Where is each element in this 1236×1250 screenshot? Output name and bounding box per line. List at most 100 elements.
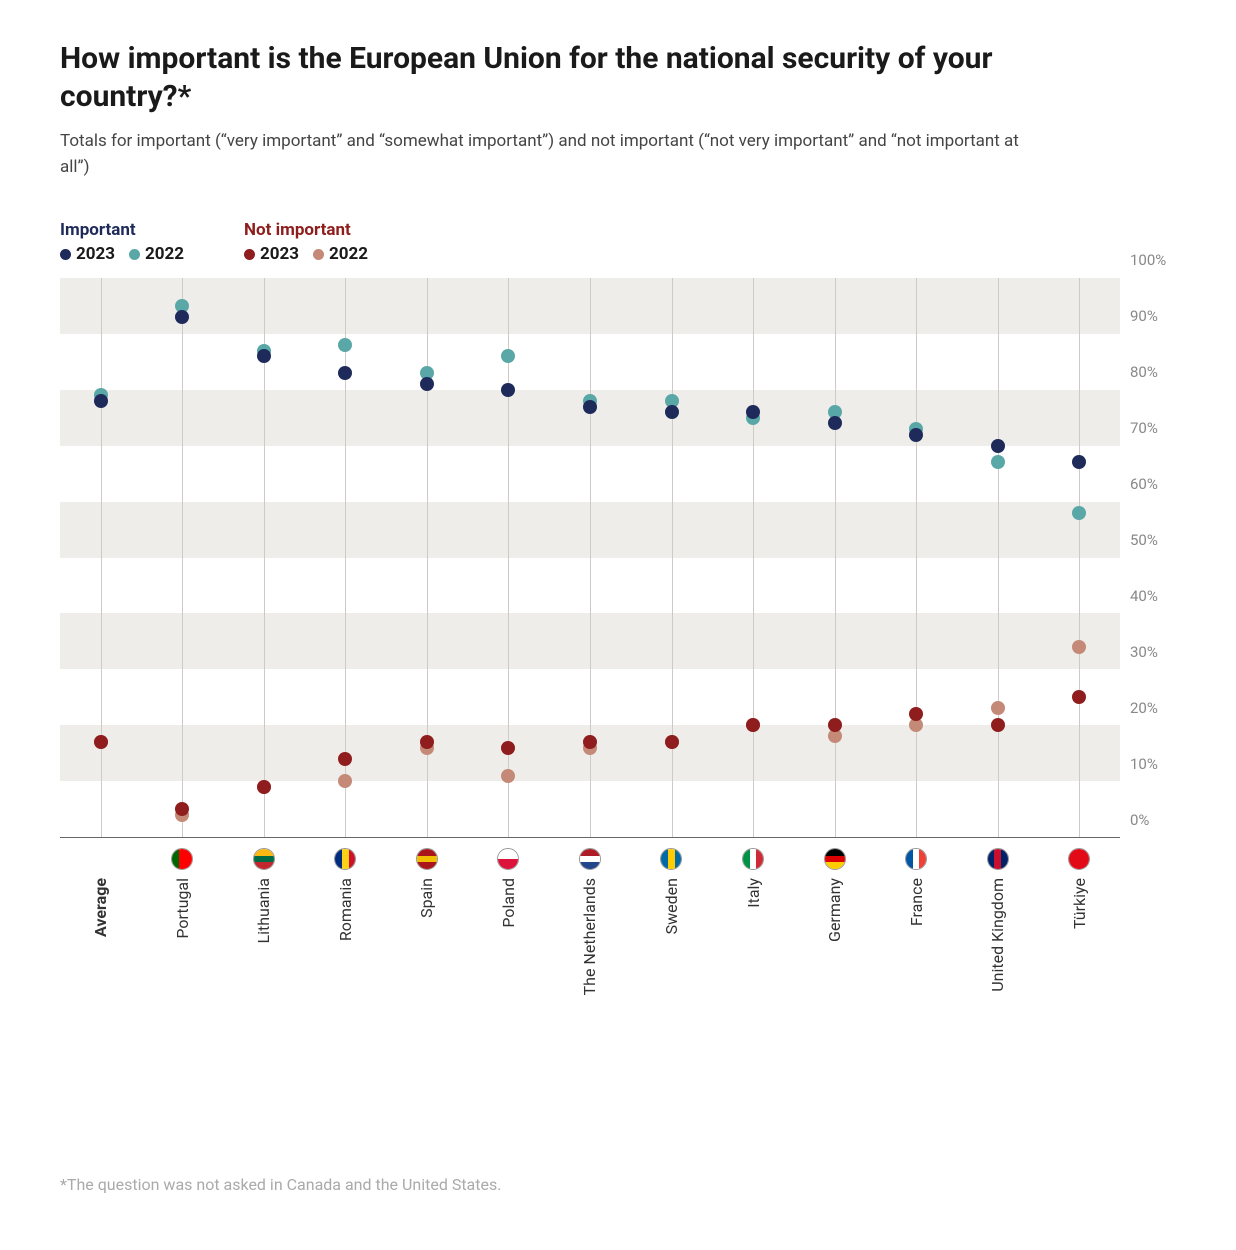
flag-icon: [987, 848, 1009, 870]
flag-icon: [660, 848, 682, 870]
x-label-text: Germany: [825, 878, 844, 942]
x-label: Türkiye: [1038, 848, 1120, 995]
legend-label: 2023: [76, 244, 115, 264]
data-point: [828, 416, 842, 430]
data-point: [1072, 506, 1086, 520]
x-label: Romania: [305, 848, 387, 995]
data-point: [420, 735, 434, 749]
flag-icon: [416, 848, 438, 870]
data-point: [94, 735, 108, 749]
x-label-text: Italy: [744, 878, 763, 908]
x-label: United Kingdom: [957, 848, 1039, 995]
y-tick-label: 10%: [1130, 755, 1158, 773]
legend-dot-icon: [60, 249, 71, 260]
data-point: [909, 707, 923, 721]
x-label: Poland: [468, 848, 550, 995]
flag-icon: [1068, 848, 1090, 870]
data-point: [991, 718, 1005, 732]
legend-item-important-2023: 2023: [60, 244, 115, 264]
data-point: [338, 366, 352, 380]
legend-label: 2023: [260, 244, 299, 264]
y-tick-label: 90%: [1130, 307, 1158, 325]
x-label-text: Romania: [336, 878, 355, 941]
data-point: [501, 769, 515, 783]
legend-item-important-2022: 2022: [129, 244, 184, 264]
chart-subtitle: Totals for important (“very important” a…: [60, 129, 1040, 180]
x-label-text: The Netherlands: [580, 878, 599, 995]
grid-line: [182, 278, 183, 837]
data-point: [1072, 640, 1086, 654]
data-point: [338, 774, 352, 788]
y-tick-label: 100%: [1130, 251, 1166, 269]
x-label: Italy: [712, 848, 794, 995]
data-point: [338, 752, 352, 766]
data-point: [583, 400, 597, 414]
grid-line: [672, 278, 673, 837]
legend-item-not-important-2023: 2023: [244, 244, 299, 264]
x-label-text: Lithuania: [254, 878, 273, 944]
x-label: The Netherlands: [549, 848, 631, 995]
data-point: [665, 735, 679, 749]
data-point: [1072, 455, 1086, 469]
x-label-text: Poland: [499, 878, 518, 928]
x-label-text: Türkiye: [1070, 878, 1089, 929]
chart-area: 0%10%20%30%40%50%60%70%80%90%100%: [60, 278, 1176, 838]
flag-icon: [824, 848, 846, 870]
legend-dot-icon: [244, 249, 255, 260]
grid-line: [916, 278, 917, 837]
legend-item-not-important-2022: 2022: [313, 244, 368, 264]
legend-label: 2022: [329, 244, 368, 264]
y-tick-label: 0%: [1130, 811, 1149, 829]
y-tick-label: 40%: [1130, 587, 1158, 605]
x-label: Sweden: [631, 848, 713, 995]
grid-line: [1079, 278, 1080, 837]
legend-group-important: Important 2023 2022: [60, 220, 184, 264]
x-label-text: Average: [91, 878, 110, 937]
x-label: Portugal: [142, 848, 224, 995]
flag-icon: [742, 848, 764, 870]
grid-line: [998, 278, 999, 837]
data-point: [501, 741, 515, 755]
x-label-text: Spain: [417, 878, 436, 918]
data-point: [746, 405, 760, 419]
flag-icon: [579, 848, 601, 870]
data-point: [94, 394, 108, 408]
data-point: [991, 701, 1005, 715]
legend-title-important: Important: [60, 220, 184, 240]
data-point: [991, 455, 1005, 469]
x-label-text: Sweden: [662, 878, 681, 934]
data-point: [1072, 690, 1086, 704]
y-tick-label: 60%: [1130, 475, 1158, 493]
data-point: [746, 718, 760, 732]
x-label: Germany: [794, 848, 876, 995]
x-label-text: Portugal: [173, 878, 192, 939]
x-label: Lithuania: [223, 848, 305, 995]
data-point: [583, 735, 597, 749]
data-point: [828, 718, 842, 732]
legend-title-not-important: Not important: [244, 220, 368, 240]
data-point: [338, 338, 352, 352]
x-label-text: France: [907, 878, 926, 926]
data-point: [257, 349, 271, 363]
data-point: [665, 405, 679, 419]
x-label: France: [875, 848, 957, 995]
data-point: [257, 780, 271, 794]
legend-dot-icon: [129, 249, 140, 260]
y-tick-label: 80%: [1130, 363, 1158, 381]
data-point: [501, 349, 515, 363]
legend-label: 2022: [145, 244, 184, 264]
x-label: Spain: [386, 848, 468, 995]
grid-line: [101, 278, 102, 837]
flag-icon: [334, 848, 356, 870]
x-axis-labels: Average Portugal Lithuania Romania Spain Pola…: [60, 848, 1120, 995]
data-point: [175, 802, 189, 816]
y-tick-label: 70%: [1130, 419, 1158, 437]
y-tick-label: 20%: [1130, 699, 1158, 717]
y-axis: 0%10%20%30%40%50%60%70%80%90%100%: [1120, 278, 1176, 838]
plot-area: [60, 278, 1120, 838]
data-point: [175, 310, 189, 324]
legend: Important 2023 2022 Not important 2023: [60, 220, 1176, 264]
legend-group-not-important: Not important 2023 2022: [244, 220, 368, 264]
chart-footnote: *The question was not asked in Canada an…: [60, 1175, 1176, 1194]
grid-line: [753, 278, 754, 837]
